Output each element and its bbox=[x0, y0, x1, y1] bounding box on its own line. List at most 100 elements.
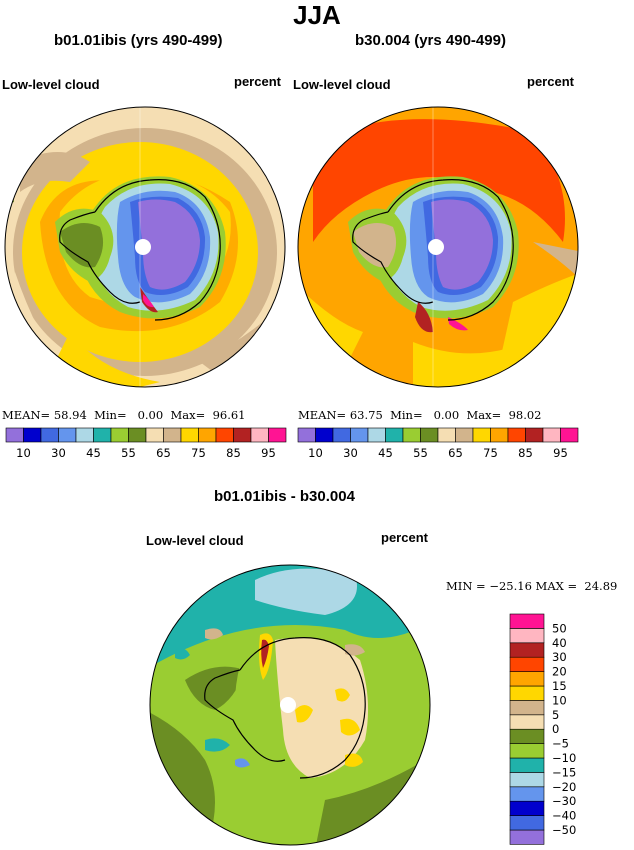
panel-2-colorbar-tick-label: 65 bbox=[448, 446, 463, 460]
panel-2-max-value: 98.02 bbox=[508, 408, 542, 422]
diff-colorbar-swatch bbox=[509, 714, 545, 730]
diff-colorbar-swatch bbox=[509, 642, 545, 658]
diff-panel-units-label: percent bbox=[381, 530, 428, 545]
panel-2-colorbar-tick-label: 30 bbox=[343, 446, 358, 460]
diff-colorbar-tick-label: −15 bbox=[552, 765, 576, 779]
diff-colorbar-swatch bbox=[509, 728, 545, 744]
panel-2-mean-label: MEAN= bbox=[298, 408, 347, 422]
panel-2-colorbar-swatch bbox=[507, 427, 526, 443]
panel-1-max-label: Max= bbox=[170, 408, 206, 422]
panel-1-variable-label: Low-level cloud bbox=[2, 77, 100, 92]
diff-colorbar-tick-label: −30 bbox=[552, 794, 576, 808]
panel-1-polar-map bbox=[4, 106, 286, 388]
diff-colorbar-swatch bbox=[509, 757, 545, 773]
panel-2-colorbar-tick-label: 75 bbox=[483, 446, 498, 460]
panel-1-colorbar-swatch bbox=[163, 427, 182, 443]
panel-1-colorbar-swatch bbox=[268, 427, 287, 443]
diff-colorbar-swatch bbox=[509, 829, 545, 845]
panel-1-colorbar-tick-label: 45 bbox=[86, 446, 101, 460]
diff-max-value: 24.89 bbox=[584, 579, 618, 593]
panel-2-colorbar-swatch bbox=[490, 427, 509, 443]
panel-1-colorbar-swatch bbox=[250, 427, 269, 443]
panel-2-title: b30.004 (yrs 490-499) bbox=[355, 32, 506, 49]
diff-colorbar-swatch bbox=[509, 815, 545, 831]
diff-colorbar-swatch bbox=[509, 628, 545, 644]
diff-max-label: MAX = bbox=[535, 579, 578, 593]
panel-2-colorbar-swatch bbox=[560, 427, 579, 443]
diff-panel-stats: MIN = −25.16 MAX = 24.89 bbox=[446, 579, 617, 593]
diff-colorbar-swatch bbox=[509, 772, 545, 788]
diff-panel-polar-map bbox=[149, 564, 431, 846]
panel-1-colorbar-swatch bbox=[128, 427, 147, 443]
diff-colorbar-tick-label: 20 bbox=[552, 665, 567, 679]
panel-1-colorbar-tick-label: 95 bbox=[261, 446, 276, 460]
panel-2-colorbar-tick-label: 95 bbox=[553, 446, 568, 460]
diff-colorbar-tick-label: 0 bbox=[552, 722, 559, 736]
panel-1-colorbar-swatch bbox=[58, 427, 77, 443]
panel-2-colorbar-tick-label: 45 bbox=[378, 446, 393, 460]
diff-panel-variable-label: Low-level cloud bbox=[146, 533, 244, 548]
panel-2-colorbar-tick-label: 10 bbox=[308, 446, 323, 460]
panel-2-stats: MEAN= 63.75 Min= 0.00 Max= 98.02 bbox=[298, 408, 542, 422]
panel-1-colorbar-swatch bbox=[5, 427, 24, 443]
panel-1-colorbar-swatch bbox=[40, 427, 59, 443]
panel-2-colorbar-swatch bbox=[472, 427, 491, 443]
diff-colorbar-tick-label: −50 bbox=[552, 823, 576, 837]
diff-colorbar-tick-label: 40 bbox=[552, 636, 567, 650]
panel-1-colorbar-swatch bbox=[93, 427, 112, 443]
diff-colorbar-swatch bbox=[509, 700, 545, 716]
panel-1-colorbar-tick-label: 30 bbox=[51, 446, 66, 460]
panel-1-colorbar-swatch bbox=[110, 427, 129, 443]
panel-2-colorbar-swatch bbox=[420, 427, 439, 443]
panel-1-units-label: percent bbox=[234, 74, 281, 89]
diff-colorbar-tick-label: 15 bbox=[552, 679, 567, 693]
diff-colorbar-tick-label: 10 bbox=[552, 693, 567, 707]
panel-2-min-value: 0.00 bbox=[433, 408, 460, 422]
panel-1-mean-label: MEAN= bbox=[2, 408, 51, 422]
panel-2-colorbar-swatch bbox=[455, 427, 474, 443]
diff-min-label: MIN = bbox=[446, 579, 486, 593]
panel-2-colorbar-swatch bbox=[437, 427, 456, 443]
season-title: JJA bbox=[293, 0, 341, 30]
panel-1-colorbar-swatch bbox=[75, 427, 94, 443]
diff-min-value: −25.16 bbox=[489, 579, 532, 593]
diff-colorbar-swatch bbox=[509, 613, 545, 629]
panel-2-colorbar-swatch bbox=[525, 427, 544, 443]
panel-1-colorbar-tick-label: 65 bbox=[156, 446, 171, 460]
panel-2-colorbar-swatch bbox=[332, 427, 351, 443]
diff-colorbar-tick-label: 50 bbox=[552, 621, 567, 635]
diff-colorbar-tick-label: 5 bbox=[552, 708, 559, 722]
panel-2-polar-map bbox=[297, 106, 579, 388]
panel-1-colorbar-swatch bbox=[145, 427, 164, 443]
panel-1-title: b01.01ibis (yrs 490-499) bbox=[54, 32, 223, 49]
panel-2-colorbar-swatch bbox=[385, 427, 404, 443]
panel-2-colorbar-tick-label: 55 bbox=[413, 446, 428, 460]
diff-colorbar-tick-label: −40 bbox=[552, 809, 576, 823]
panel-2-colorbar: 10 30 45 55 65 75 85 95 bbox=[297, 427, 579, 460]
panel-1-colorbar-swatch bbox=[215, 427, 234, 443]
panel-2-max-label: Max= bbox=[466, 408, 502, 422]
panel-1-colorbar: 10 30 45 55 65 75 85 95 bbox=[5, 427, 287, 460]
diff-colorbar-swatch bbox=[509, 743, 545, 759]
panel-2-variable-label: Low-level cloud bbox=[293, 77, 391, 92]
panel-1-min-label: Min= bbox=[94, 408, 127, 422]
diff-colorbar-tick-label: −5 bbox=[552, 737, 569, 751]
diff-colorbar-swatch bbox=[509, 685, 545, 701]
diff-colorbar-swatch bbox=[509, 786, 545, 802]
diff-colorbar-swatch bbox=[509, 671, 545, 687]
panel-2-colorbar-swatch bbox=[402, 427, 421, 443]
diff-colorbar-tick-label: 30 bbox=[552, 650, 567, 664]
panel-2-min-label: Min= bbox=[390, 408, 423, 422]
panel-1-colorbar-tick-label: 10 bbox=[16, 446, 31, 460]
diff-colorbar-swatch bbox=[509, 800, 545, 816]
diff-colorbar-swatch bbox=[509, 656, 545, 672]
panel-1-colorbar-tick-label: 85 bbox=[226, 446, 241, 460]
diff-panel-title: b01.01ibis - b30.004 bbox=[214, 488, 355, 505]
panel-1-colorbar-swatch bbox=[198, 427, 217, 443]
panel-2-units-label: percent bbox=[527, 74, 574, 89]
panel-1-min-value: 0.00 bbox=[137, 408, 164, 422]
panel-2-colorbar-swatch bbox=[315, 427, 334, 443]
panel-1-colorbar-swatch bbox=[23, 427, 42, 443]
panel-2-colorbar-swatch bbox=[542, 427, 561, 443]
